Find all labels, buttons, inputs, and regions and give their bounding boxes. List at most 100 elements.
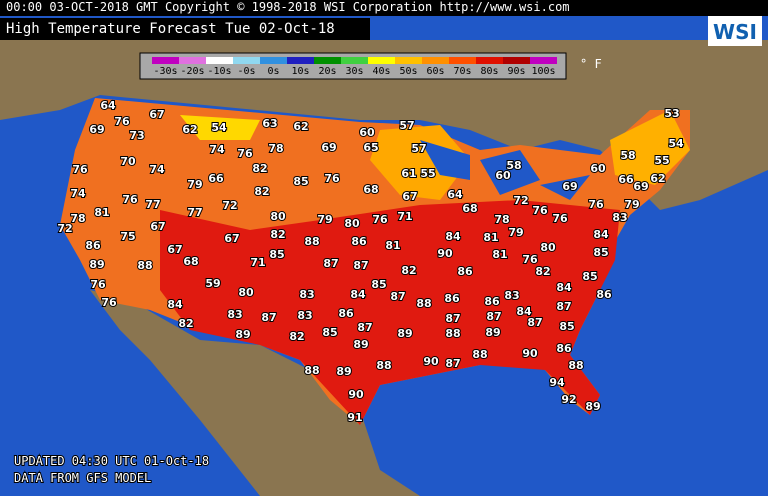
- temperature-label: 72: [513, 194, 528, 207]
- temperature-label: 62: [182, 123, 197, 136]
- logo: WSI: [713, 20, 757, 44]
- mexico: [90, 290, 420, 496]
- temperature-label: 85: [593, 246, 608, 259]
- temperature-label: 79: [317, 213, 332, 226]
- temperature-label: 76: [122, 193, 138, 206]
- temperature-label: 79: [508, 226, 523, 239]
- temperature-label: 60: [495, 169, 511, 182]
- temperature-label: 78: [494, 213, 509, 226]
- logo-box: [708, 16, 762, 46]
- temperature-label: 77: [145, 198, 160, 211]
- temperature-label: 82: [254, 185, 269, 198]
- temperature-label: 88: [416, 297, 431, 310]
- temperature-label: 85: [293, 175, 308, 188]
- temperature-label: 86: [484, 295, 500, 308]
- legend-label: -10s: [207, 66, 231, 77]
- temperature-label: 84: [593, 228, 609, 241]
- temperature-label: 88: [472, 348, 487, 361]
- legend-label: 100s: [531, 66, 555, 77]
- temperature-label: 89: [397, 327, 412, 340]
- cool-region: [370, 125, 470, 200]
- temperature-label: 62: [293, 120, 308, 133]
- temperature-label: 88: [137, 259, 152, 272]
- temperature-label: 80: [344, 217, 360, 230]
- temperature-label: 88: [304, 364, 319, 377]
- legend-swatch: [530, 57, 557, 64]
- temperature-label: 76: [522, 253, 538, 266]
- temperature-label: 76: [552, 212, 568, 225]
- temperature-label: 85: [582, 270, 597, 283]
- temperature-label: 64: [447, 188, 463, 201]
- temperature-label: 77: [187, 206, 202, 219]
- temperature-label: 81: [94, 206, 109, 219]
- legend-swatch: [179, 57, 206, 64]
- temperature-label: 89: [485, 326, 500, 339]
- temperature-label: 58: [620, 149, 635, 162]
- header-bar: [0, 0, 768, 16]
- temperature-label: 76: [101, 296, 117, 309]
- temperature-label: 88: [445, 327, 460, 340]
- temperature-label: 87: [556, 300, 571, 313]
- temperature-label: 85: [269, 248, 284, 261]
- temperature-label: 65: [363, 141, 378, 154]
- temperature-label: 90: [437, 247, 453, 260]
- temperature-label: 69: [89, 123, 104, 136]
- temperature-label: 81: [483, 231, 498, 244]
- temperature-label: 84: [556, 281, 572, 294]
- temperature-label: 87: [445, 357, 460, 370]
- legend-label: 70s: [453, 66, 471, 77]
- temperature-label: 72: [57, 222, 72, 235]
- cool-region: [180, 115, 260, 140]
- legend-label: -20s: [180, 66, 204, 77]
- temperature-label: 72: [222, 199, 237, 212]
- temperature-label: 64: [100, 99, 116, 112]
- temperature-label: 54: [211, 121, 227, 134]
- temperature-label: 76: [372, 213, 388, 226]
- legend-swatch: [314, 57, 341, 64]
- canada: [0, 40, 768, 210]
- temperature-label: 82: [289, 330, 304, 343]
- legend-swatch: [233, 57, 260, 64]
- temperature-label: 75: [120, 230, 135, 243]
- temperature-label: 71: [250, 256, 265, 269]
- temperature-label: 66: [618, 173, 634, 186]
- temperature-label: 80: [540, 241, 556, 254]
- temperature-label: 84: [350, 288, 366, 301]
- temperature-label: 59: [205, 277, 220, 290]
- temperature-label: 82: [252, 162, 267, 175]
- temperature-label: 79: [624, 198, 639, 211]
- temperature-label: 57: [399, 119, 414, 132]
- temperature-label: 69: [562, 180, 577, 193]
- temperature-label: 87: [445, 312, 460, 325]
- temperature-label: 89: [353, 338, 368, 351]
- legend-label: 60s: [426, 66, 444, 77]
- title: High Temperature Forecast Tue 02-Oct-18: [6, 21, 335, 37]
- temperature-label: 76: [588, 198, 604, 211]
- temperature-label: 85: [322, 326, 337, 339]
- temperature-label: 88: [568, 359, 583, 372]
- temperature-label: 76: [72, 163, 88, 176]
- temperature-label: 66: [208, 172, 224, 185]
- temperature-label: 74: [70, 187, 86, 200]
- footer-source: DATA FROM GFS MODEL: [14, 471, 151, 485]
- temperature-label: 60: [359, 126, 375, 139]
- temperature-label: 67: [149, 108, 164, 121]
- temperature-label: 67: [167, 243, 182, 256]
- temperature-label: 67: [224, 232, 239, 245]
- legend-swatch: [503, 57, 530, 64]
- temperature-label: 89: [89, 258, 104, 271]
- legend-swatch: [395, 57, 422, 64]
- temperature-label: 76: [237, 147, 253, 160]
- temperature-label: 76: [114, 115, 130, 128]
- temperature-label: 68: [183, 255, 198, 268]
- legend-label: 30s: [345, 66, 363, 77]
- temperature-label: 55: [654, 154, 669, 167]
- legend-swatch: [422, 57, 449, 64]
- temperature-label: 91: [347, 411, 362, 424]
- legend-label: 40s: [372, 66, 390, 77]
- temperature-label: 84: [516, 305, 532, 318]
- legend-label: 90s: [507, 66, 525, 77]
- temperature-label: 86: [457, 265, 473, 278]
- temperature-label: 83: [299, 288, 314, 301]
